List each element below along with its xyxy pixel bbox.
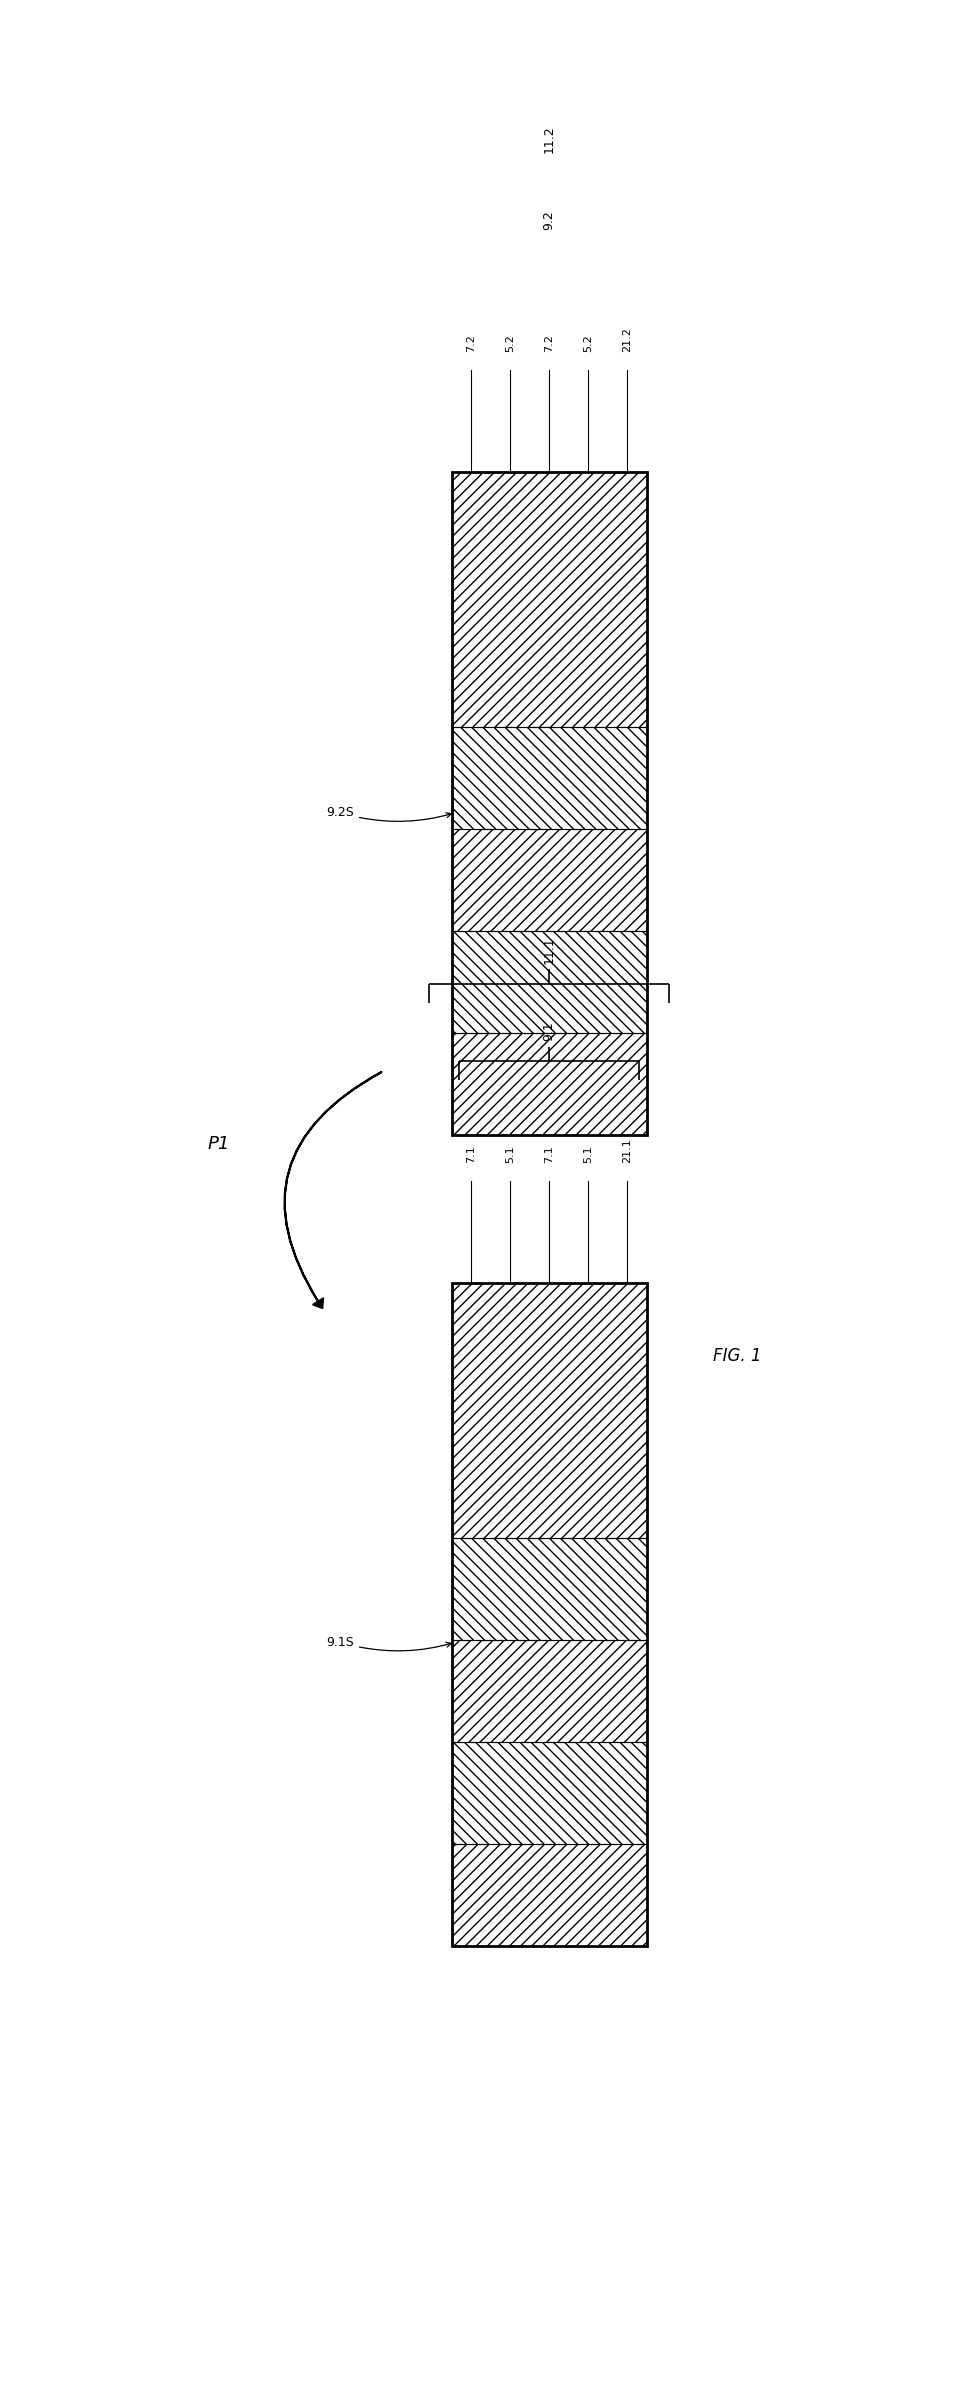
Bar <box>452 1283 647 1946</box>
Text: 21.2: 21.2 <box>622 328 633 352</box>
Bar <box>452 472 647 728</box>
Text: 21.1: 21.1 <box>622 1137 633 1163</box>
Bar <box>452 828 647 931</box>
Text: 7.1: 7.1 <box>545 1144 554 1163</box>
Text: 9.2S: 9.2S <box>327 807 452 821</box>
Text: 5.1: 5.1 <box>583 1144 593 1163</box>
Bar <box>452 1640 647 1743</box>
Text: 5.1: 5.1 <box>505 1144 516 1163</box>
Text: 11.2: 11.2 <box>543 124 555 153</box>
FancyArrowPatch shape <box>285 1073 382 1307</box>
Bar <box>452 1843 647 1946</box>
Text: 7.1: 7.1 <box>466 1144 476 1163</box>
Text: 9.1S: 9.1S <box>327 1635 452 1652</box>
Text: 5.2: 5.2 <box>583 335 593 352</box>
Bar <box>452 1283 647 1537</box>
Bar <box>452 472 647 1135</box>
Text: 7.2: 7.2 <box>466 333 476 352</box>
Text: 11.1: 11.1 <box>543 936 555 965</box>
Text: FIG. 1: FIG. 1 <box>712 1348 762 1365</box>
Bar <box>452 1537 647 1640</box>
Bar <box>452 1034 647 1135</box>
Text: P1: P1 <box>207 1135 230 1154</box>
Text: 9.2: 9.2 <box>543 211 555 230</box>
Text: 7.2: 7.2 <box>545 333 554 352</box>
Text: 9.1: 9.1 <box>543 1022 555 1041</box>
Bar <box>452 1743 647 1843</box>
Bar <box>452 728 647 828</box>
Bar <box>452 931 647 1034</box>
Text: 5.2: 5.2 <box>505 335 516 352</box>
